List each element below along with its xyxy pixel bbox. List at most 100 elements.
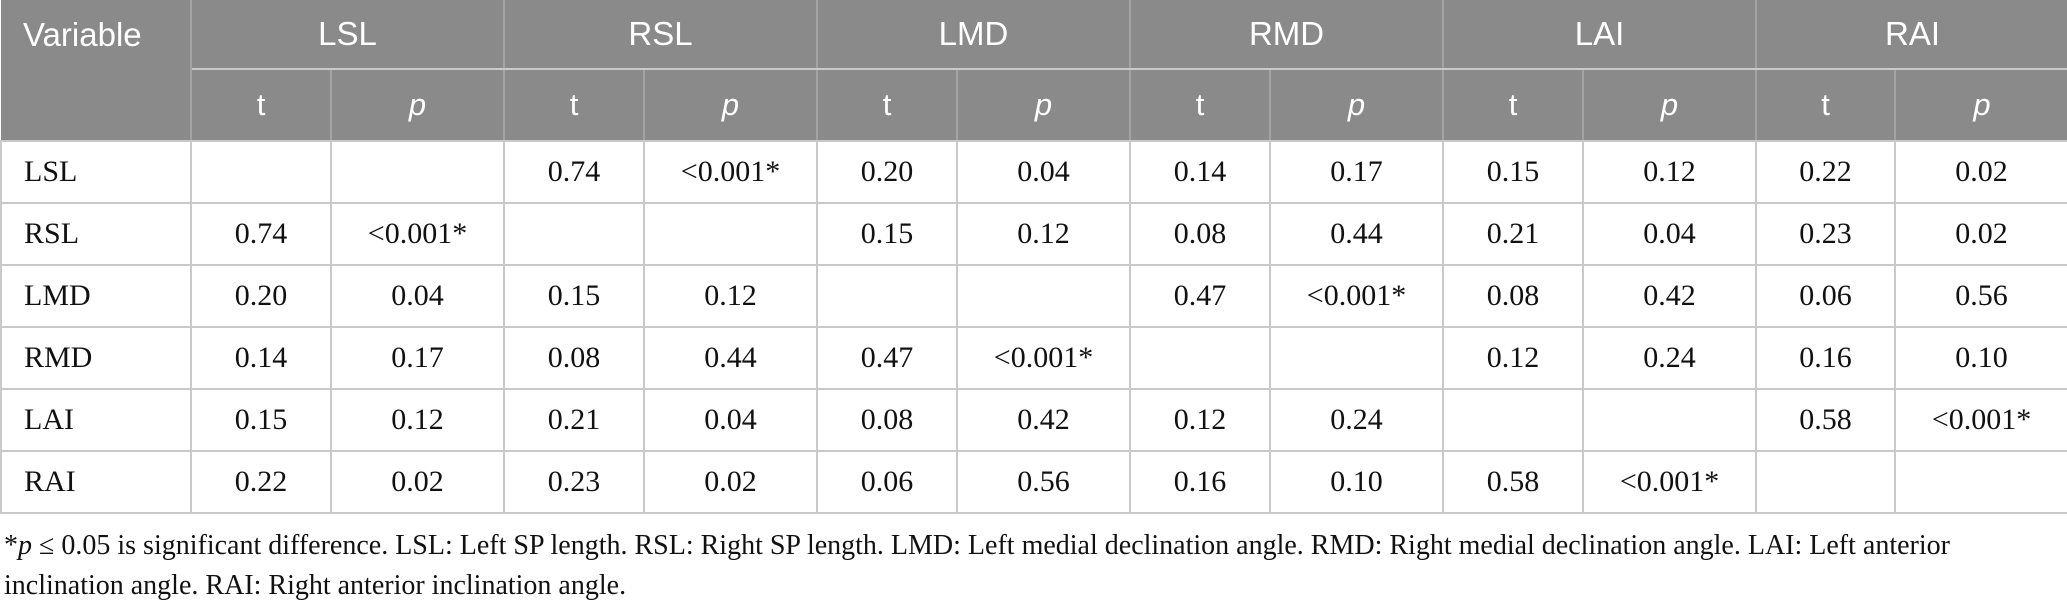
table-cell: 0.10 (1269, 450, 1445, 514)
table-cell: 0.12 (1442, 326, 1585, 390)
table-cell: <0.001* (330, 202, 505, 266)
table-cell: 0.24 (1269, 388, 1445, 452)
table-cell: 0.21 (1442, 202, 1585, 266)
table-cell: <0.001* (1582, 450, 1758, 514)
table-cell: <0.001* (642, 140, 819, 204)
table-cell: 0.58 (1755, 388, 1897, 452)
subheader-p: p (1582, 68, 1758, 142)
table-cell: 0.12 (1582, 140, 1758, 204)
table-cell: 0.15 (503, 264, 645, 328)
table-cell: 0.02 (330, 450, 505, 514)
table-cell: 0.56 (956, 450, 1132, 514)
table-cell: 0.20 (190, 264, 332, 328)
subheader-t: t (816, 68, 959, 142)
table-row-rmd: RMD 0.14 0.17 0.08 0.44 0.47 <0.001* 0.1… (0, 326, 2067, 390)
table-footnote: *p ≤ 0.05 is significant difference. LSL… (4, 526, 2061, 603)
row-label: LSL (0, 140, 192, 204)
footnote-text: ≤ 0.05 is significant difference. LSL: L… (4, 530, 1950, 601)
table-cell (1129, 326, 1272, 390)
table-cell (1269, 326, 1445, 390)
table-cell: 0.74 (503, 140, 645, 204)
table-cell: 0.08 (1442, 264, 1585, 328)
table-body: LSL 0.74 <0.001* 0.20 0.04 0.14 0.17 0.1… (0, 140, 2067, 514)
row-label: LAI (0, 388, 192, 452)
table-cell: 0.44 (1269, 202, 1445, 266)
subheader-t: t (503, 68, 645, 142)
table-cell: 0.14 (190, 326, 332, 390)
table-cell: 0.06 (1755, 264, 1897, 328)
table-cell: 0.22 (190, 450, 332, 514)
header-group-rai: RAI (1755, 0, 2067, 70)
table-cell: <0.001* (956, 326, 1132, 390)
table-cell: 0.21 (503, 388, 645, 452)
header-group-rmd: RMD (1129, 0, 1445, 70)
table-cell: 0.02 (1894, 202, 2067, 266)
subheader-p: p (642, 68, 819, 142)
table-cell: 0.12 (642, 264, 819, 328)
subheader-t: t (1129, 68, 1272, 142)
table-cell: 0.56 (1894, 264, 2067, 328)
header-group-lai: LAI (1442, 0, 1758, 70)
subheader-p: p (330, 68, 505, 142)
table-cell: 0.20 (816, 140, 959, 204)
row-label: LMD (0, 264, 192, 328)
table-cell: 0.12 (956, 202, 1132, 266)
comparison-table: Variable LSL RSL LMD RMD LAI RAI t p t p… (0, 0, 2067, 514)
footnote-p-symbol: p (18, 530, 32, 561)
table-cell (1894, 450, 2067, 514)
table-row-lmd: LMD 0.20 0.04 0.15 0.12 0.47 <0.001* 0.0… (0, 264, 2067, 328)
table-cell (190, 140, 332, 204)
header-group-lmd: LMD (816, 0, 1132, 70)
table-cell: 0.47 (816, 326, 959, 390)
table-cell: 0.14 (1129, 140, 1272, 204)
table-row-rsl: RSL 0.74 <0.001* 0.15 0.12 0.08 0.44 0.2… (0, 202, 2067, 266)
row-label: RMD (0, 326, 192, 390)
table-cell: 0.47 (1129, 264, 1272, 328)
table-cell (330, 140, 505, 204)
subheader-p: p (956, 68, 1132, 142)
table-cell: 0.23 (1755, 202, 1897, 266)
table-cell: <0.001* (1269, 264, 1445, 328)
table-cell (642, 202, 819, 266)
header-variable: Variable (1, 0, 192, 142)
table-cell: 0.44 (642, 326, 819, 390)
table-cell: 0.24 (1582, 326, 1758, 390)
table-cell: <0.001* (1894, 388, 2067, 452)
table-cell: 0.15 (190, 388, 332, 452)
table-cell: 0.74 (190, 202, 332, 266)
table-cell: 0.17 (330, 326, 505, 390)
table-cell (1755, 450, 1897, 514)
table-cell: 0.17 (1269, 140, 1445, 204)
table-cell: 0.58 (1442, 450, 1585, 514)
table-cell (1442, 388, 1585, 452)
table-cell: 0.10 (1894, 326, 2067, 390)
header-group-rsl: RSL (502, 0, 819, 70)
table-cell: 0.04 (956, 140, 1132, 204)
subheader-t: t (1442, 68, 1585, 142)
table-cell: 0.42 (1582, 264, 1758, 328)
table-cell (816, 264, 959, 328)
table-cell: 0.08 (503, 326, 645, 390)
subheader-p: p (1894, 68, 2067, 142)
table-cell: 0.16 (1129, 450, 1272, 514)
header-group-lsl: LSL (190, 0, 505, 70)
table-header: Variable LSL RSL LMD RMD LAI RAI t p t p… (1, 0, 2067, 142)
subheader-p: p (1269, 68, 1445, 142)
table-cell (503, 202, 645, 266)
table-cell (1582, 388, 1758, 452)
table-cell: 0.42 (956, 388, 1132, 452)
table-row-lai: LAI 0.15 0.12 0.21 0.04 0.08 0.42 0.12 0… (0, 388, 2067, 452)
table-cell: 0.02 (642, 450, 819, 514)
table-cell: 0.12 (1129, 388, 1272, 452)
table-cell: 0.16 (1755, 326, 1897, 390)
table-row-lsl: LSL 0.74 <0.001* 0.20 0.04 0.14 0.17 0.1… (0, 140, 2067, 204)
footnote-significance-star: * (4, 530, 18, 561)
table-cell: 0.04 (1582, 202, 1758, 266)
table-cell: 0.15 (1442, 140, 1585, 204)
table-cell: 0.15 (816, 202, 959, 266)
subheader-t: t (1755, 68, 1897, 142)
table-cell: 0.02 (1894, 140, 2067, 204)
table-cell (956, 264, 1132, 328)
subheader-t: t (190, 68, 332, 142)
